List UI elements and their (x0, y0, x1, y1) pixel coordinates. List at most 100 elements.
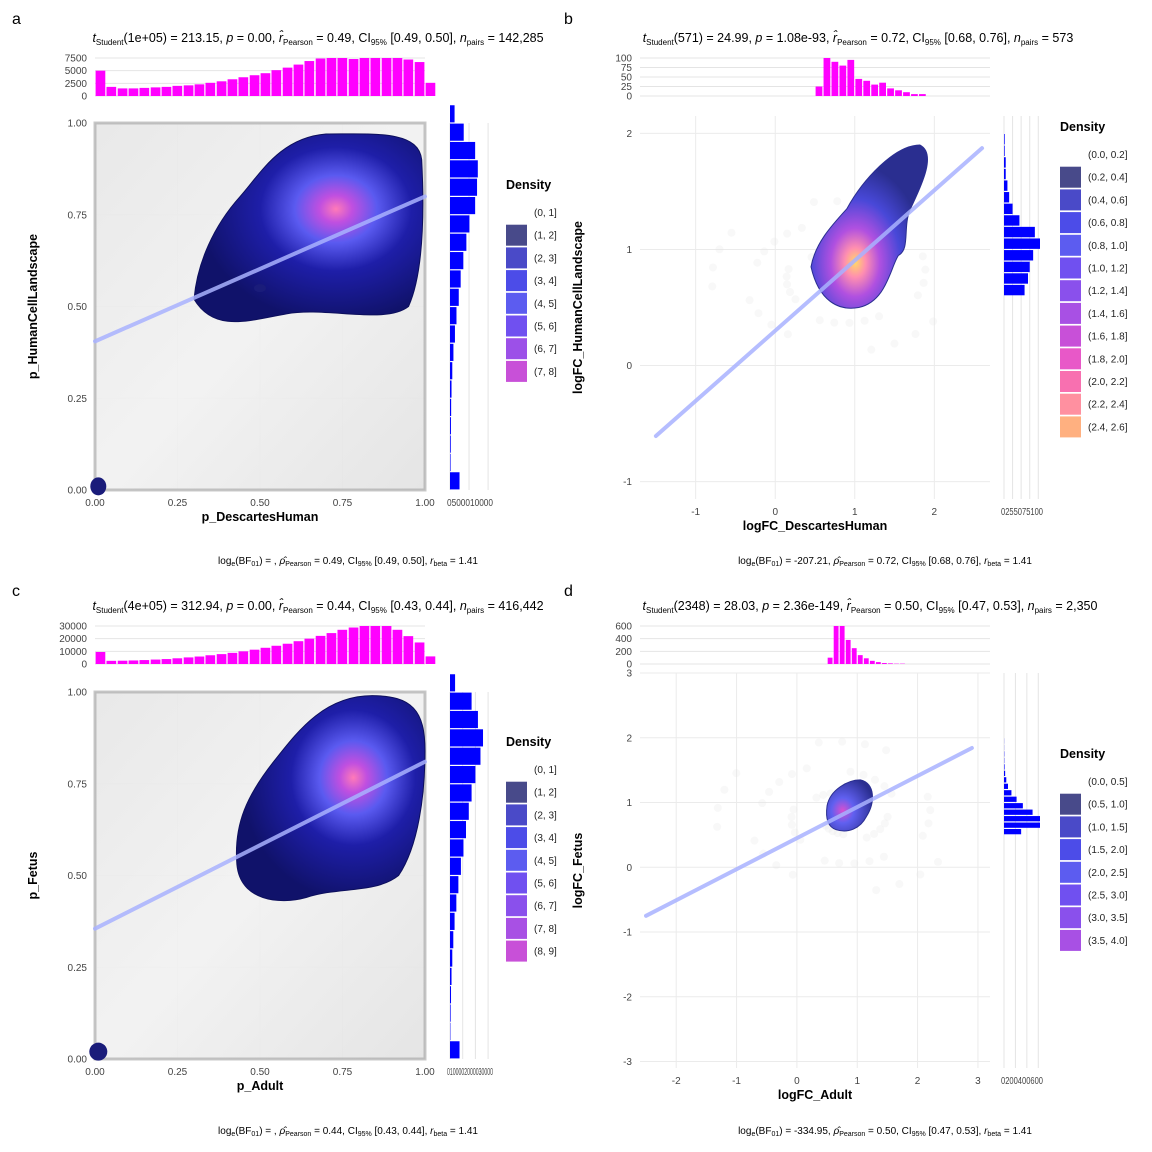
data-point (860, 740, 869, 749)
side-hist-bar (450, 307, 457, 325)
x-tick-label: 0.25 (168, 498, 188, 509)
side-hist-bar (1004, 215, 1020, 226)
density-legend: Density (0.0, 0.2] (0.2, 0.4] (0.4, 0.6] (0.… (1060, 120, 1128, 438)
top-hist-tick-label: 25 (621, 82, 633, 93)
top-hist-bar (403, 59, 414, 96)
top-hist-tick-label: 50 (621, 73, 633, 84)
regression-line (93, 194, 427, 344)
top-hist-bar (293, 641, 304, 664)
x-axis-title: logFC_DescartesHuman (743, 519, 888, 533)
y-tick-label: 0.25 (68, 394, 88, 405)
top-hist-bar (139, 87, 150, 96)
legend-swatch (1060, 348, 1081, 370)
side-hist-bar (1004, 809, 1033, 815)
side-hist-bar (450, 123, 464, 141)
data-point (783, 229, 792, 238)
data-point (782, 272, 791, 281)
legend-label: (0, 1] (534, 765, 557, 776)
side-hist-bar (450, 1041, 460, 1059)
data-point (788, 870, 797, 879)
legend-label: (1, 2] (534, 231, 557, 242)
legend-swatch (506, 940, 527, 962)
side-hist-bar (450, 453, 451, 472)
top-hist-bar (359, 58, 370, 96)
top-hist-bar (919, 94, 926, 96)
side-hist-bar (1004, 796, 1017, 802)
top-hist-bar (172, 85, 183, 96)
side-hist-bar (450, 912, 455, 930)
top-hist-bar (304, 61, 315, 96)
x-tick-label: 0.50 (250, 498, 270, 509)
data-point (895, 880, 904, 889)
legend-title: Density (506, 178, 551, 192)
side-histogram: 0500010000 (447, 105, 493, 509)
density-legend: Density (0, 1] (1, 2] (2, 3] (3, 4] (4, 5] (5,… (506, 735, 557, 962)
data-point (918, 252, 927, 261)
top-hist-bar (381, 626, 392, 664)
top-hist-bar (869, 660, 875, 664)
top-hist-bar (370, 58, 381, 96)
top-hist-tick-label: 2500 (65, 79, 88, 90)
stats-subtitle: tStudent(2348) = 28.03, p = 2.36e-149, r… (643, 598, 1098, 615)
data-point (758, 799, 767, 808)
side-hist-bar (450, 270, 461, 288)
x-axis-title: logFC_Adult (778, 1088, 853, 1102)
top-hist-tick-label: 20000 (59, 634, 87, 645)
top-hist-bar (845, 639, 851, 664)
y-tick-label: 1 (626, 798, 632, 809)
top-hist-bar (847, 59, 855, 96)
y-tick-label: 0 (626, 361, 632, 372)
data-point (785, 288, 794, 297)
top-hist-tick-label: 0 (626, 660, 632, 671)
data-point (839, 830, 848, 839)
legend-label: (4, 5] (534, 299, 557, 310)
data-point (883, 812, 892, 821)
point-cloud-edge (93, 690, 427, 1061)
data-point (713, 822, 722, 831)
legend-label: (5, 6] (534, 879, 557, 890)
data-point (870, 829, 879, 838)
side-hist-bar (450, 839, 464, 857)
legend-label: (1.0, 1.5] (1088, 822, 1128, 833)
stats-subtitle: tStudent(571) = 24.99, p = 1.08e-93, r̂P… (643, 30, 1074, 47)
density-contours (810, 144, 929, 309)
data-point (809, 198, 818, 207)
top-hist-bar (227, 79, 238, 96)
density-region (235, 695, 426, 902)
legend-label: (3, 4] (534, 276, 557, 287)
y-tick-label: 1.00 (68, 688, 88, 699)
top-hist-bar (315, 635, 326, 664)
data-point (715, 245, 724, 254)
top-hist-tick-label: 600 (615, 622, 632, 633)
top-hist-bar (117, 660, 128, 664)
legend-label: (2.5, 3.0] (1088, 891, 1128, 902)
legend-swatch (1060, 302, 1081, 324)
side-hist-bar (1004, 822, 1040, 828)
panel-b: b tStudent(571) = 24.99, p = 1.08e-93, r̂… (564, 11, 1128, 568)
side-hist-bar (450, 784, 472, 802)
legend-swatch (1060, 907, 1081, 929)
legend-swatch (506, 804, 527, 826)
top-hist-bar (871, 84, 879, 96)
top-hist-tick-label: 100 (615, 54, 632, 65)
legend-swatch (506, 224, 527, 246)
top-hist-bar (326, 58, 337, 96)
side-hist-bar (1004, 238, 1040, 249)
top-hist-tick-label: 0 (626, 92, 632, 103)
side-hist-bar (450, 747, 481, 765)
side-hist-bar (450, 472, 460, 490)
data-point (882, 746, 891, 755)
legend-label: (1.0, 1.2] (1088, 264, 1128, 275)
top-hist-bar (315, 58, 326, 96)
data-point (833, 197, 842, 206)
legend-swatch (506, 917, 527, 939)
y-tick-label: 0.75 (68, 210, 88, 221)
top-hist-bar (875, 662, 881, 664)
data-point (787, 820, 796, 829)
side-hist-tick-labels: 0200400600 (1001, 1076, 1043, 1087)
top-hist-bar (326, 633, 337, 664)
legend-swatch (1060, 393, 1081, 415)
side-hist-bar (1004, 790, 1012, 796)
legend-label: (2, 3] (534, 810, 557, 821)
data-point (788, 770, 797, 779)
